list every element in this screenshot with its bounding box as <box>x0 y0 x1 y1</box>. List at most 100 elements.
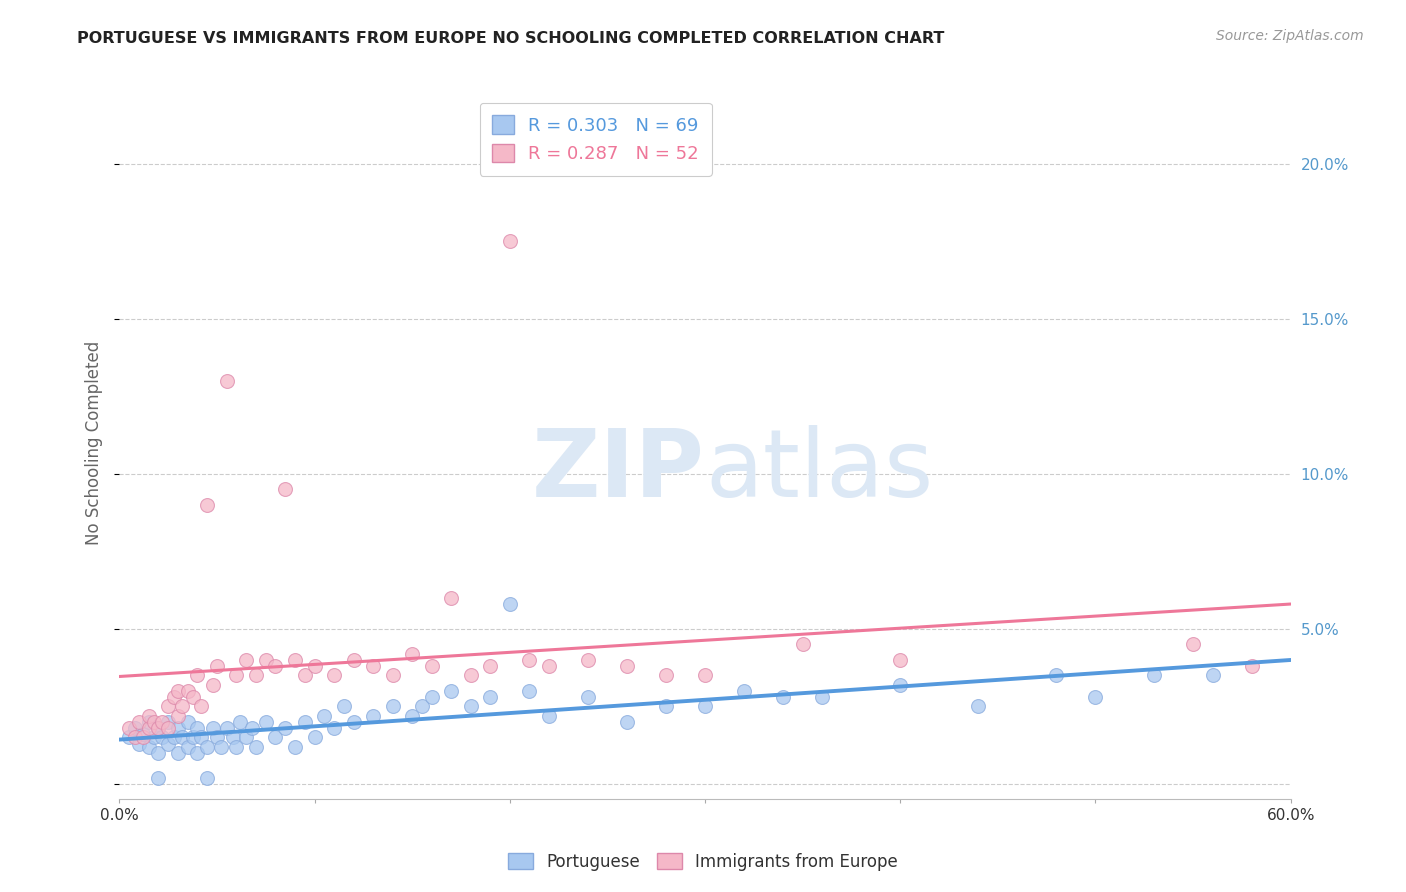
Point <box>693 668 716 682</box>
Point <box>176 739 198 754</box>
Point <box>148 721 170 735</box>
Point <box>499 235 522 249</box>
Point <box>157 714 180 729</box>
Point <box>1201 668 1223 682</box>
Point <box>170 699 193 714</box>
Point <box>201 678 224 692</box>
Point <box>143 714 166 729</box>
Point <box>655 668 678 682</box>
Point <box>157 699 180 714</box>
Point <box>166 684 188 698</box>
Point <box>240 721 263 735</box>
Point <box>209 739 232 754</box>
Point <box>235 731 257 745</box>
Point <box>166 708 188 723</box>
Point <box>333 699 356 714</box>
Point <box>163 731 186 745</box>
Point <box>811 690 834 705</box>
Text: Source: ZipAtlas.com: Source: ZipAtlas.com <box>1216 29 1364 43</box>
Point <box>889 678 911 692</box>
Point <box>176 714 198 729</box>
Point <box>183 731 205 745</box>
Point <box>264 659 287 673</box>
Point <box>195 739 218 754</box>
Point <box>190 699 212 714</box>
Point <box>131 727 153 741</box>
Text: atlas: atlas <box>704 425 934 517</box>
Point <box>1240 659 1263 673</box>
Point <box>693 699 716 714</box>
Point <box>733 684 755 698</box>
Point <box>479 690 502 705</box>
Point <box>225 739 247 754</box>
Point <box>205 659 228 673</box>
Point <box>176 684 198 698</box>
Point <box>537 708 560 723</box>
Point <box>499 597 522 611</box>
Point <box>616 659 638 673</box>
Point <box>420 659 443 673</box>
Point <box>138 714 160 729</box>
Point <box>274 721 297 735</box>
Point <box>284 739 307 754</box>
Point <box>118 731 141 745</box>
Point <box>138 721 160 735</box>
Point <box>128 714 150 729</box>
Point <box>361 708 384 723</box>
Point <box>304 731 326 745</box>
Point <box>166 721 188 735</box>
Point <box>460 699 482 714</box>
Point <box>229 714 252 729</box>
Point <box>143 731 166 745</box>
Point <box>342 653 364 667</box>
Point <box>323 721 346 735</box>
Point <box>157 737 180 751</box>
Point <box>150 714 173 729</box>
Point <box>792 637 814 651</box>
Point <box>150 731 173 745</box>
Point <box>411 699 433 714</box>
Legend: R = 0.303   N = 69, R = 0.287   N = 52: R = 0.303 N = 69, R = 0.287 N = 52 <box>479 103 711 176</box>
Point <box>772 690 794 705</box>
Text: PORTUGUESE VS IMMIGRANTS FROM EUROPE NO SCHOOLING COMPLETED CORRELATION CHART: PORTUGUESE VS IMMIGRANTS FROM EUROPE NO … <box>77 31 945 46</box>
Point <box>201 721 224 735</box>
Point <box>190 731 212 745</box>
Point <box>264 731 287 745</box>
Point <box>460 668 482 682</box>
Point <box>655 699 678 714</box>
Point <box>314 708 336 723</box>
Point <box>440 591 463 605</box>
Point <box>401 647 423 661</box>
Point <box>517 653 540 667</box>
Point <box>235 653 257 667</box>
Point <box>186 668 208 682</box>
Point <box>195 498 218 512</box>
Point <box>221 731 243 745</box>
Point <box>215 374 238 388</box>
Point <box>479 659 502 673</box>
Point <box>225 668 247 682</box>
Point <box>148 771 170 785</box>
Point <box>361 659 384 673</box>
Point <box>1143 668 1166 682</box>
Point <box>1084 690 1107 705</box>
Point <box>323 668 346 682</box>
Point <box>118 721 141 735</box>
Point <box>148 721 170 735</box>
Point <box>186 721 208 735</box>
Text: ZIP: ZIP <box>531 425 704 517</box>
Point <box>576 690 599 705</box>
Point <box>294 668 316 682</box>
Point <box>245 739 267 754</box>
Point <box>138 739 160 754</box>
Point <box>157 721 180 735</box>
Point <box>284 653 307 667</box>
Point <box>124 721 146 735</box>
Point <box>967 699 990 714</box>
Point <box>148 746 170 760</box>
Point <box>616 714 638 729</box>
Point <box>254 653 277 667</box>
Point <box>294 714 316 729</box>
Point <box>254 714 277 729</box>
Point <box>183 690 205 705</box>
